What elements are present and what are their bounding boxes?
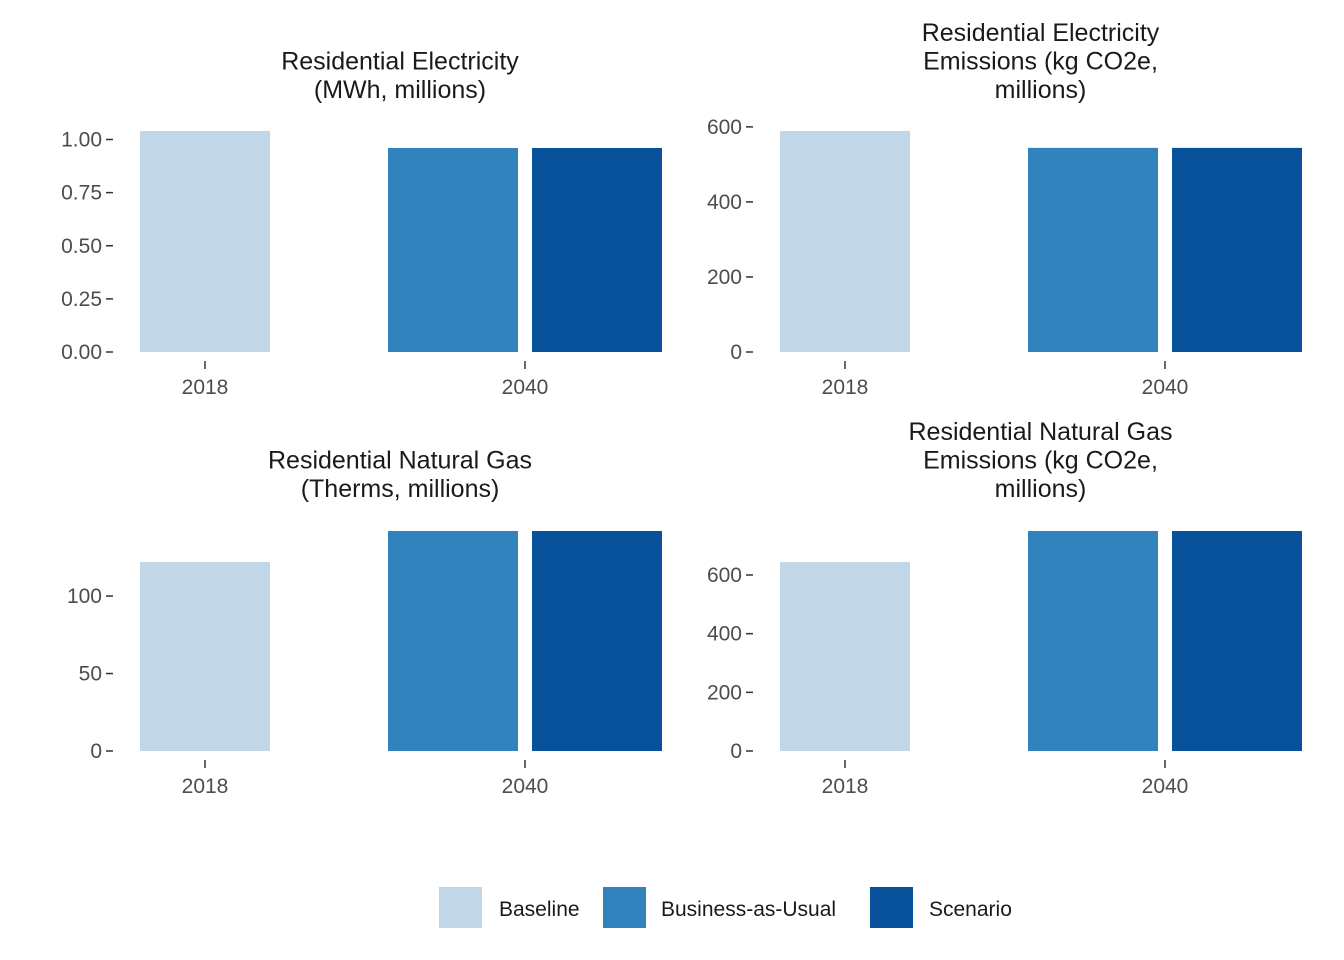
y-tick-label: 200	[707, 266, 742, 289]
legend-label: Scenario	[929, 898, 1012, 921]
y-tick-label: 0.00	[61, 341, 102, 364]
bar	[1172, 147, 1302, 352]
y-tick-label: 400	[707, 191, 742, 214]
y-tick-label: 1.00	[61, 129, 102, 152]
bar	[140, 131, 270, 352]
bar	[1028, 147, 1158, 352]
legend-label: Baseline	[499, 898, 580, 921]
panel-title: Residential Natural Gas (Therms, millions…	[268, 447, 532, 504]
legend-key	[439, 887, 482, 928]
y-tick-label: 50	[79, 663, 102, 686]
x-tick-label: 2040	[502, 376, 549, 399]
panel-title: Residential Electricity Emissions (kg CO2…	[922, 19, 1160, 104]
panel-title: Residential Natural Gas Emissions (kg CO2…	[908, 418, 1172, 503]
bar	[780, 562, 910, 751]
bar	[532, 148, 662, 352]
bar	[388, 531, 518, 751]
bar	[140, 561, 270, 751]
x-tick-label: 2040	[1142, 376, 1189, 399]
y-tick-label: 400	[707, 623, 742, 646]
x-tick-label: 2018	[822, 376, 869, 399]
x-tick-label: 2018	[822, 775, 869, 798]
y-tick-label: 200	[707, 681, 742, 704]
panel-title: Residential Electricity (MWh, millions)	[281, 48, 519, 105]
y-tick-label: 600	[707, 116, 742, 139]
y-tick-label: 0.25	[61, 288, 102, 311]
y-tick-label: 0	[730, 740, 742, 763]
x-tick-label: 2040	[1142, 775, 1189, 798]
y-tick-label: 0	[90, 740, 102, 763]
x-tick-label: 2018	[182, 376, 229, 399]
x-tick-label: 2040	[502, 775, 549, 798]
legend-key	[603, 887, 646, 928]
y-tick-label: 0	[730, 341, 742, 364]
bar	[388, 148, 518, 352]
legend-key	[870, 887, 913, 928]
bar	[532, 531, 662, 751]
y-tick-label: 600	[707, 564, 742, 587]
bar	[780, 131, 910, 352]
y-tick-label: 0.75	[61, 182, 102, 205]
bar	[1028, 531, 1158, 751]
y-tick-label: 0.50	[61, 235, 102, 258]
x-tick-label: 2018	[182, 775, 229, 798]
legend-label: Business-as-Usual	[661, 898, 836, 921]
y-tick-label: 100	[67, 585, 102, 608]
bar	[1172, 531, 1302, 751]
